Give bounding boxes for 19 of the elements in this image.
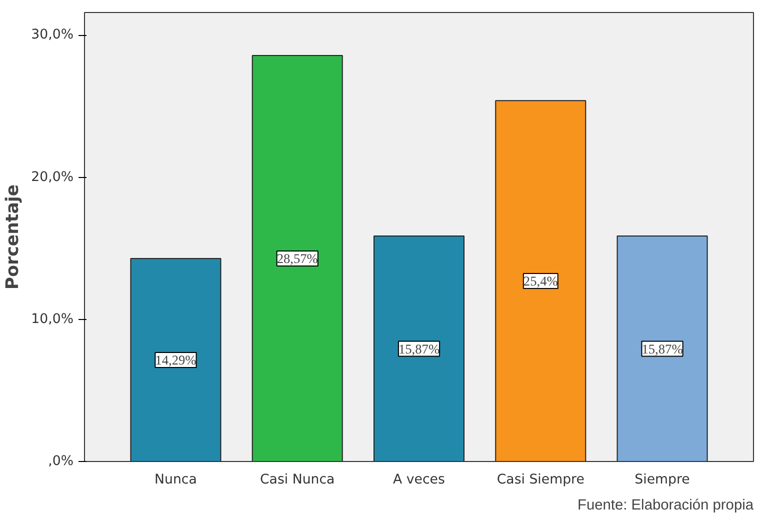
x-tick-label: Casi Siempre	[496, 472, 584, 488]
bar	[373, 236, 465, 462]
x-tick-label: Nunca	[154, 472, 197, 488]
y-axis-title: Porcentaje	[3, 184, 24, 290]
y-tick-label: 30,0%	[31, 28, 74, 43]
bar	[495, 100, 586, 462]
data-label: 28,57%	[276, 251, 318, 266]
bar	[130, 258, 222, 462]
data-label: 15,87%	[642, 341, 683, 356]
source-note: Fuente: Elaboración propia	[578, 498, 754, 514]
y-tick-label: ,0%	[48, 454, 74, 469]
x-tick-label: Casi Nunca	[260, 472, 335, 488]
bar	[616, 236, 708, 462]
x-tick-label: Siempre	[634, 472, 690, 488]
x-tick-label: A veces	[393, 472, 446, 488]
y-tick-label: 10,0%	[31, 312, 74, 327]
y-tick-label: 20,0%	[31, 170, 74, 185]
bar	[252, 55, 343, 462]
data-label: 25,4%	[523, 274, 558, 289]
